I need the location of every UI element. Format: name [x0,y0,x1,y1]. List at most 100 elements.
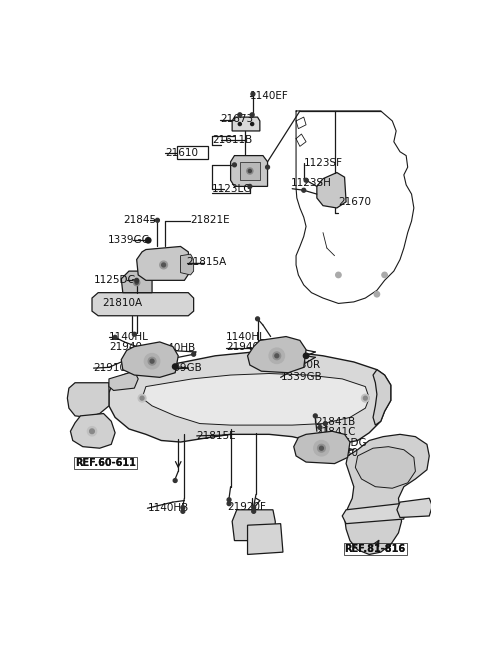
Circle shape [227,502,231,506]
Circle shape [269,348,285,364]
Text: 1123SF: 1123SF [304,159,343,168]
Circle shape [247,168,253,174]
Circle shape [138,394,146,402]
Polygon shape [121,271,152,293]
Circle shape [132,332,136,336]
Polygon shape [137,246,191,280]
Polygon shape [240,162,260,180]
Text: 21830: 21830 [325,448,358,458]
Circle shape [251,92,255,96]
Circle shape [248,170,252,172]
Text: 1123SH: 1123SH [291,178,332,187]
Polygon shape [230,156,267,187]
Circle shape [256,317,260,321]
Circle shape [238,122,241,126]
Circle shape [303,353,309,358]
Circle shape [140,396,144,400]
Polygon shape [109,352,391,444]
Polygon shape [355,447,415,488]
Text: REF.81-816: REF.81-816 [345,544,406,554]
Text: 21940: 21940 [226,343,259,352]
Circle shape [135,281,138,284]
Text: 1123LG: 1123LG [212,183,252,194]
Polygon shape [121,342,178,377]
Circle shape [302,189,306,192]
Circle shape [145,238,151,243]
Circle shape [150,359,154,363]
Circle shape [382,272,387,278]
Text: 21611B: 21611B [212,135,252,145]
Circle shape [181,506,185,510]
Circle shape [361,394,369,402]
Polygon shape [294,431,350,464]
Polygon shape [248,523,283,555]
Circle shape [318,444,325,452]
Circle shape [273,352,281,360]
Circle shape [250,113,254,117]
Polygon shape [232,117,260,131]
Text: 21610: 21610 [165,147,198,157]
Text: REF.60-611: REF.60-611 [75,458,136,468]
Polygon shape [248,337,306,373]
Circle shape [90,429,94,434]
Circle shape [252,506,256,510]
Circle shape [227,498,231,502]
Polygon shape [345,434,429,555]
Circle shape [232,163,236,167]
Polygon shape [67,383,109,417]
Circle shape [374,291,380,297]
Text: 1140EF: 1140EF [250,90,288,100]
Polygon shape [317,172,346,208]
Text: 1339GB: 1339GB [161,363,203,373]
Text: 21841B: 21841B [315,417,356,427]
Circle shape [251,122,254,126]
Text: 21821E: 21821E [190,214,229,225]
Text: 1140HB: 1140HB [155,343,196,353]
Polygon shape [342,504,404,523]
Circle shape [87,426,96,436]
Circle shape [162,263,166,267]
Circle shape [238,113,242,117]
Circle shape [252,510,256,514]
Polygon shape [92,293,193,316]
Text: 21815A: 21815A [187,257,227,267]
Text: 21910B: 21910B [94,363,133,373]
Circle shape [336,272,341,278]
Circle shape [160,261,168,269]
Circle shape [248,185,252,189]
Circle shape [113,335,117,339]
Text: 1140HB: 1140HB [147,503,189,514]
Text: 21815E: 21815E [197,431,236,441]
Circle shape [173,479,177,483]
Polygon shape [71,413,115,448]
Circle shape [133,280,140,286]
Text: 1339GB: 1339GB [281,371,323,382]
Polygon shape [373,369,391,425]
Text: 21841C: 21841C [315,427,356,437]
Text: 1140HL: 1140HL [109,332,149,343]
Polygon shape [232,510,275,540]
Text: 21845: 21845 [123,214,156,225]
Circle shape [304,178,308,182]
Text: 1140HL: 1140HL [226,332,266,343]
Circle shape [314,441,329,456]
Text: 21930R: 21930R [281,360,321,370]
Circle shape [172,364,178,369]
Text: 21940: 21940 [109,343,142,352]
Circle shape [144,354,160,369]
Polygon shape [397,498,432,517]
Circle shape [265,165,269,169]
Circle shape [320,446,324,450]
Polygon shape [142,373,369,425]
Circle shape [313,414,317,418]
Circle shape [148,358,156,365]
Polygon shape [109,371,138,390]
Text: 1125DG: 1125DG [94,275,137,286]
Text: 21670: 21670 [338,196,372,207]
Text: 1339GC: 1339GC [108,235,150,246]
Circle shape [156,218,159,222]
Circle shape [363,396,367,400]
Circle shape [135,278,139,282]
Text: REF.60-611: REF.60-611 [75,458,136,468]
Text: 21673: 21673 [220,113,253,124]
